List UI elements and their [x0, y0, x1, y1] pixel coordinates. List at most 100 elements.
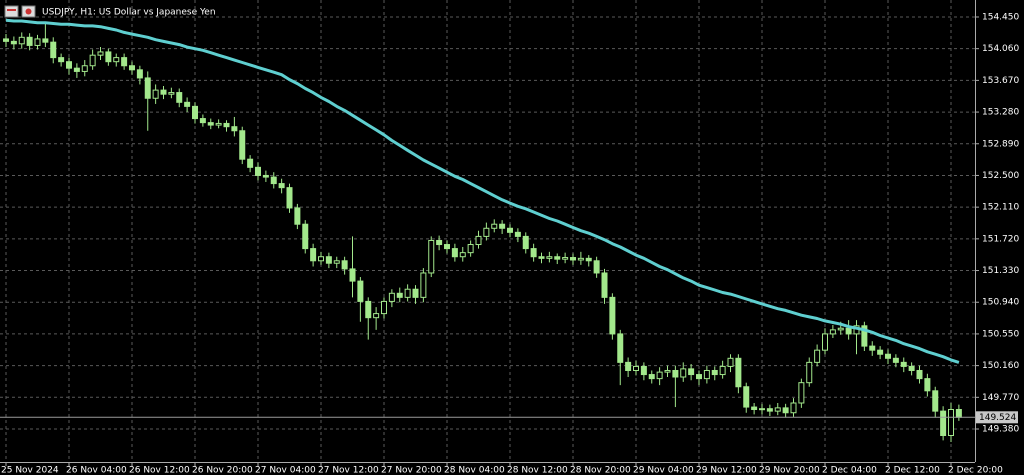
candle-body: [357, 280, 364, 302]
candle-body: [333, 260, 340, 264]
candle-body: [530, 248, 537, 258]
x-tick-label: 2 Dec 12:00: [885, 466, 940, 475]
candle-body: [318, 256, 324, 262]
candle-body: [538, 256, 545, 259]
candle-body: [648, 374, 655, 380]
x-tick-label: 28 Nov 04:00: [444, 466, 505, 475]
candle-body: [404, 288, 411, 298]
candle-body: [822, 333, 828, 351]
candle-body: [286, 187, 293, 209]
candle-body: [66, 61, 72, 69]
candle-body: [428, 239, 435, 274]
candle-body: [782, 407, 789, 414]
candle-body: [593, 260, 600, 274]
candle-body: [388, 292, 395, 302]
candle-body: [199, 118, 206, 124]
candle-body: [703, 369, 710, 380]
candle-body: [829, 329, 836, 335]
y-tick-label: 153.280: [982, 108, 1019, 118]
candle-body: [97, 51, 104, 56]
candle-body: [10, 40, 17, 45]
y-tick-label: 151.720: [982, 234, 1019, 244]
y-tick-label: 152.110: [982, 203, 1019, 213]
candle-body: [459, 252, 466, 258]
candle-body: [688, 368, 695, 376]
candle-body: [58, 57, 65, 63]
candle-body: [73, 67, 80, 72]
y-tick-label: 150.550: [982, 329, 1019, 339]
candle-body: [412, 288, 419, 298]
candle-body: [255, 166, 261, 176]
candle-body: [349, 268, 356, 282]
candle-body: [81, 65, 88, 72]
candle-body: [916, 369, 923, 380]
candle-body: [570, 257, 576, 261]
candle-body: [136, 69, 143, 79]
candle-body: [3, 38, 9, 42]
y-tick-label: 152.890: [982, 139, 1019, 149]
candle-body: [743, 386, 750, 408]
candle-body: [215, 122, 222, 126]
candle-body: [294, 207, 301, 225]
candle-body: [861, 325, 868, 347]
candle-body: [932, 390, 939, 412]
y-tick-label: 154.060: [982, 44, 1019, 54]
candle-body: [766, 408, 773, 412]
candle-body: [239, 130, 246, 160]
candle-body: [475, 235, 482, 246]
candle-body: [436, 239, 443, 246]
last-price-label: 149.524: [979, 413, 1016, 423]
candle-body: [601, 272, 608, 298]
candle-body: [617, 333, 624, 363]
candle-body: [396, 292, 403, 298]
chart-title: USDJPY, H1: US Dollar vs Japanese Yen: [42, 8, 216, 18]
icon: [25, 8, 32, 15]
candle-body: [869, 345, 876, 351]
candle-body: [735, 357, 742, 388]
candle-body: [955, 409, 962, 418]
candle-body: [105, 51, 112, 63]
candle-body: [814, 349, 821, 363]
candle-body: [633, 365, 639, 371]
symbol-icons: [4, 5, 36, 18]
candle-body: [231, 126, 238, 132]
candle-body: [223, 122, 230, 128]
candle-body: [774, 407, 781, 412]
candle-body: [160, 89, 167, 95]
x-tick-label: 28 Nov 20:00: [570, 466, 631, 475]
y-tick-label: 150.160: [982, 361, 1019, 371]
candle-body: [719, 365, 726, 376]
x-tick-label: 29 Nov 20:00: [759, 466, 820, 475]
candle-body: [640, 365, 647, 376]
candle-body: [184, 101, 191, 107]
x-tick-label: 29 Nov 12:00: [696, 466, 757, 475]
candle-body: [467, 244, 474, 254]
candle-body: [892, 357, 899, 363]
candle-body: [483, 227, 490, 237]
x-tick-label: 28 Nov 12:00: [507, 466, 568, 475]
x-tick-label: 27 Nov 20:00: [381, 466, 442, 475]
icon: [4, 5, 19, 18]
candle-body: [499, 223, 506, 229]
candle-body: [940, 410, 947, 437]
y-tick-label: 154.450: [982, 12, 1019, 22]
candle-body: [522, 235, 529, 250]
candle-body: [798, 382, 805, 404]
candle-body: [562, 257, 569, 260]
candle-body: [325, 256, 332, 264]
x-tick-label: 29 Nov 04:00: [633, 466, 694, 475]
x-tick-label: 27 Nov 04:00: [255, 466, 316, 475]
candle-body: [711, 369, 718, 376]
candle-body: [546, 256, 553, 259]
candle-body: [42, 38, 49, 43]
candle-body: [727, 357, 734, 367]
candle-body: [900, 361, 907, 367]
candle-body: [152, 89, 159, 99]
candle-body: [451, 248, 458, 258]
candle-body: [514, 231, 521, 237]
candle-body: [680, 368, 687, 378]
candle-body: [664, 369, 671, 373]
candle-body: [262, 174, 269, 178]
x-tick-label: 27 Nov 12:00: [318, 466, 379, 475]
